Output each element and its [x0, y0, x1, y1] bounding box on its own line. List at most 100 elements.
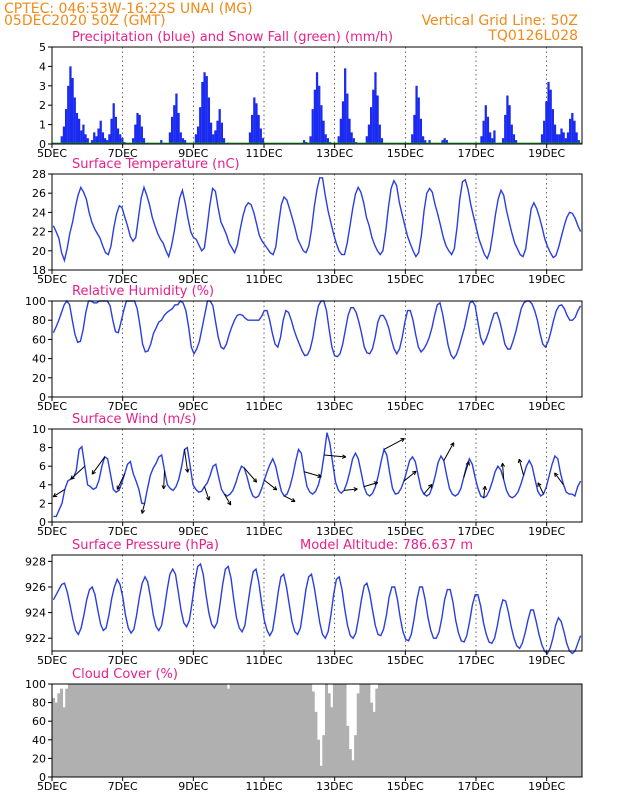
cloud-cover-bar — [242, 684, 246, 777]
wind-arrow — [223, 493, 232, 506]
precipitation-bar — [510, 124, 513, 144]
y-tick-label: 26 — [32, 187, 46, 200]
precipitation-bar — [136, 112, 139, 144]
precipitation-bar — [140, 126, 143, 144]
cloud-cover-bar — [319, 765, 323, 777]
precipitation-bar — [218, 109, 221, 144]
y-tick-label: 2 — [39, 99, 46, 112]
cloud-cover-bar — [229, 684, 233, 777]
cloud-cover-bar — [261, 684, 265, 777]
precipitation-bar — [441, 140, 444, 144]
precipitation-bar — [322, 120, 325, 144]
cloud-cover-bar — [240, 684, 244, 777]
cloud-cover-bar — [269, 684, 273, 777]
humidity-title: Relative Humidity (%) — [72, 284, 214, 299]
precipitation-bar — [380, 138, 384, 144]
precipitation-bar — [547, 81, 550, 144]
x-date-label: 11DEC — [245, 400, 282, 413]
temperature-panel: Surface Temperature (nC) 18 20 22 24 26 28 5DEC… — [32, 157, 583, 286]
cloud-cover-bar — [558, 684, 562, 777]
cloud-cover-bar — [237, 684, 241, 777]
pressure-panel: Surface Pressure (hPa) Model Altitude: 78… — [25, 538, 583, 667]
precipitation-bar — [97, 128, 100, 144]
cloud-cover-bar — [338, 684, 342, 777]
precipitation-bar — [64, 109, 68, 144]
precipitation-bar — [320, 105, 323, 144]
precipitation-bar — [90, 140, 94, 144]
cloud-cover-bar — [393, 684, 397, 777]
cloud-cover-bar — [412, 684, 416, 777]
cloud-cover-bar — [287, 684, 291, 777]
precipitation-bar — [350, 132, 353, 144]
cloud-cover-bar — [250, 684, 254, 777]
y-tick-label: 3 — [39, 80, 46, 93]
y-tick-label: 0 — [39, 516, 46, 529]
cloud-cover-bar — [364, 684, 368, 777]
wind-arrow — [363, 481, 379, 488]
cloud-cover-bar — [264, 684, 268, 777]
precipitation-bar — [324, 134, 327, 144]
wind-arrow — [423, 483, 433, 495]
y-tick-label: 100 — [25, 295, 46, 308]
precipitation-bar — [203, 72, 206, 144]
cloud-cover-bar — [192, 684, 196, 777]
cloud-cover-bar — [494, 684, 498, 777]
cloud-cover-bar — [314, 711, 318, 777]
precipitation-bar — [417, 97, 420, 144]
precipitation-bar — [168, 132, 172, 144]
cloud-cover-bar — [147, 684, 151, 777]
precipitation-bar — [220, 122, 223, 144]
cloud-cover-bar — [94, 684, 98, 777]
cloud-cover-bar — [332, 684, 336, 777]
cloud-cover-bar — [428, 684, 432, 777]
precipitation-bar — [80, 130, 83, 144]
precipitation-bar — [326, 138, 329, 144]
wind-arrow — [537, 482, 544, 495]
cloud-cover-bar — [536, 684, 540, 777]
cloud-cover-bar — [232, 684, 236, 777]
cloud-cover-bar — [65, 688, 69, 777]
cloud-cover-bar — [279, 684, 283, 777]
wind-arrow — [463, 461, 470, 478]
cloud-cover-bar — [425, 684, 429, 777]
cloud-cover-bar — [187, 684, 191, 777]
precipitation-bar — [181, 138, 185, 144]
precipitation-panel: Precipitation (blue) and Snow Fall (gree… — [37, 30, 583, 160]
pressure-altitude-note: Model Altitude: 786.637 m — [300, 538, 473, 553]
cloud-cover-bar — [433, 684, 437, 777]
y-tick-label: 40 — [32, 734, 46, 747]
precipitation-bar — [501, 138, 505, 144]
cloud-cover-bar — [391, 684, 395, 777]
cloud-cover-bar — [430, 684, 434, 777]
cloud-cover-bar — [327, 693, 331, 777]
cloud-cover-bar — [293, 684, 297, 777]
cloud-cover-bar — [478, 684, 482, 777]
cloud-cover-bar — [216, 684, 220, 777]
cloud-cover-bar — [274, 684, 278, 777]
precipitation-bar — [564, 138, 567, 144]
cloud-cover-bar — [78, 684, 82, 777]
cloud-cover-bar — [486, 684, 490, 777]
cloud-cover-bar — [534, 684, 538, 777]
cloud-cover-bar — [454, 684, 458, 777]
precipitation-bar — [311, 109, 314, 144]
wind-arrow — [70, 465, 86, 480]
cloud-cover-bar — [404, 684, 408, 777]
cloud-cover-bar — [343, 684, 347, 777]
precipitation-bar — [493, 130, 496, 144]
cloud-cover-bar — [59, 688, 63, 777]
cloud-cover-bar — [83, 684, 87, 777]
cloud-cover-bar — [409, 684, 413, 777]
y-tick-label: 18 — [32, 264, 46, 277]
precipitation-bar — [116, 128, 120, 144]
cloud-cover-bar — [491, 684, 495, 777]
cloud-cover-bar — [224, 684, 228, 777]
cloud-cover-bar — [189, 684, 193, 777]
cloud-cover-panel: Cloud Cover (%) 0 20 40 60 80 100 5DEC 7DEC 9DEC 1… — [25, 667, 583, 793]
precipitation-bar — [255, 103, 258, 144]
cloud-cover-bar — [150, 684, 154, 777]
y-tick-label: 4 — [39, 479, 46, 492]
y-tick-label: 24 — [32, 206, 46, 219]
precipitation-bar — [413, 114, 416, 144]
y-tick-label: 926 — [25, 581, 46, 594]
